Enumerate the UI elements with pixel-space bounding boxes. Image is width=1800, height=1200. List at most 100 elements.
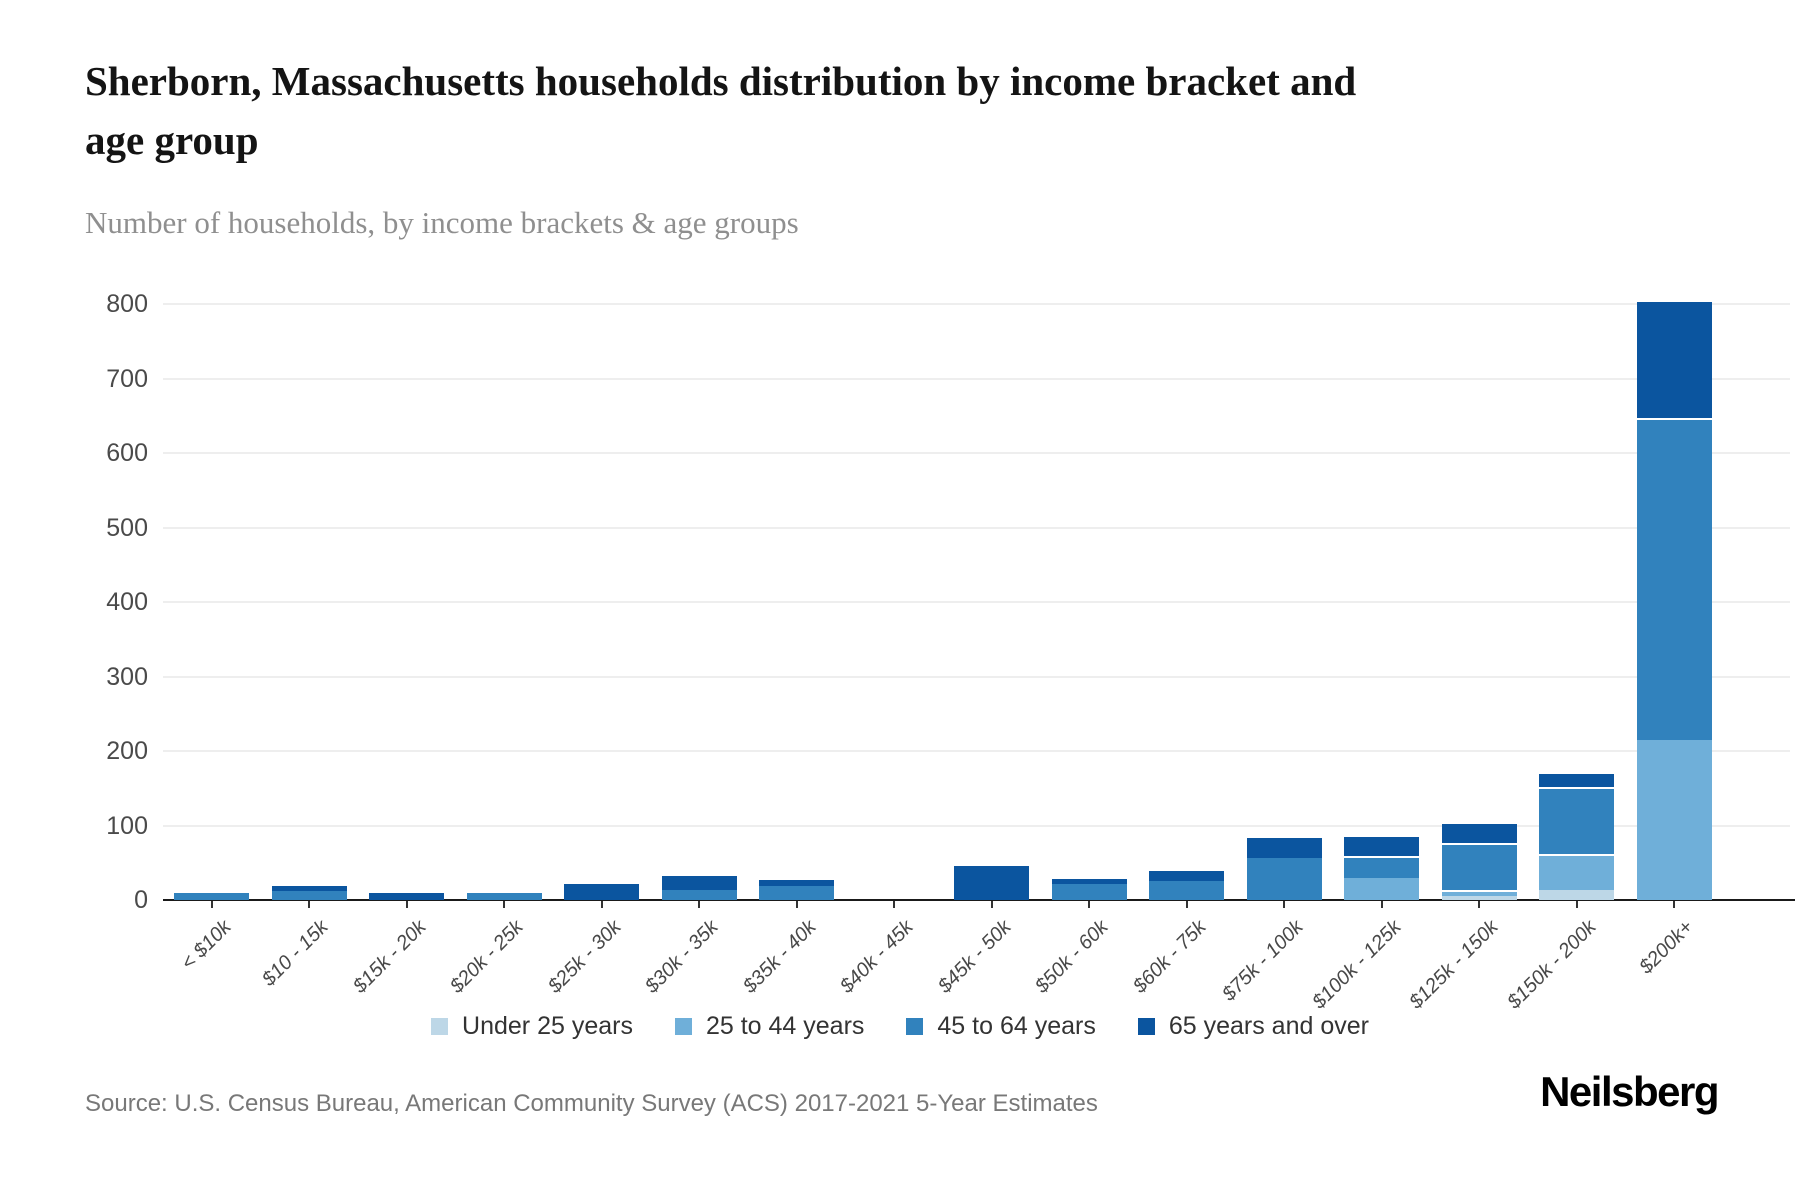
bar-segment — [759, 885, 835, 900]
x-axis-tick — [210, 901, 213, 908]
x-axis-category-label: $75k - 100k — [1218, 916, 1308, 1006]
bar-segment — [466, 893, 542, 900]
x-axis-tick — [1088, 901, 1091, 908]
bar-segment — [1539, 889, 1615, 900]
y-axis-tick-label: 0 — [134, 886, 148, 914]
brand-logo: Neilsberg — [1540, 1068, 1719, 1115]
gridline-200 — [163, 750, 1790, 752]
page-subtitle: Number of households, by income brackets… — [85, 205, 799, 240]
x-axis-category-label: $35k - 40k — [738, 916, 821, 998]
x-axis-tick — [1575, 901, 1578, 908]
gridline-400 — [163, 601, 1790, 603]
y-axis-tick-label: 500 — [106, 513, 148, 542]
legend-label: 45 to 64 years — [937, 1012, 1096, 1040]
bar-segment — [1051, 883, 1127, 900]
gridline-800 — [163, 303, 1790, 305]
legend-item: 25 to 44 years — [674, 1012, 865, 1041]
bar-segment — [271, 891, 347, 900]
legend-item: 65 years and over — [1137, 1012, 1369, 1041]
x-axis-tick — [1673, 901, 1676, 908]
gridline-500 — [163, 526, 1790, 529]
bar-segment — [1539, 853, 1615, 890]
bar-segment — [271, 883, 347, 892]
bar-segment — [1441, 843, 1517, 891]
bar-segment — [954, 865, 1030, 900]
bar-segment — [1344, 856, 1420, 878]
legend-item: 45 to 64 years — [906, 1012, 1096, 1041]
bar-segment — [661, 890, 737, 900]
legend-label: 25 to 44 years — [705, 1012, 865, 1040]
x-axis-category-label: $150k - 200k — [1502, 916, 1601, 1014]
legend-label: 65 years and over — [1168, 1012, 1369, 1040]
x-axis-tick — [1185, 901, 1188, 908]
y-axis-tick-label: 300 — [106, 662, 148, 691]
bar-segment — [1051, 876, 1127, 884]
bar-segment — [1636, 417, 1712, 740]
legend-swatch-icon — [1137, 1018, 1155, 1035]
x-axis-category-label: $25k - 30k — [543, 916, 626, 998]
bar-segment — [1636, 300, 1712, 418]
x-axis-category-label: $15k - 20k — [348, 916, 431, 998]
bar-segment — [369, 893, 445, 900]
bar-segment — [1636, 739, 1712, 900]
y-axis-tick-label: 800 — [106, 290, 148, 318]
x-axis-tick — [1478, 901, 1481, 908]
x-axis-tick — [405, 901, 408, 908]
bar-segment — [1344, 835, 1420, 857]
gridline-100 — [163, 824, 1790, 827]
x-axis-category-label: $125k - 150k — [1405, 916, 1503, 1014]
x-axis-tick — [503, 901, 506, 908]
x-axis-line — [163, 899, 1795, 901]
bar-segment — [661, 873, 737, 891]
x-axis-tick — [893, 901, 896, 908]
y-axis-tick-label: 200 — [106, 737, 148, 765]
x-axis-category-label: $100k - 125k — [1307, 916, 1406, 1014]
x-axis-category-label: $30k - 35k — [641, 916, 723, 998]
legend: Under 25 years 25 to 44 years 45 to 64 yea… — [90, 1012, 1710, 1041]
x-axis-tick — [308, 901, 311, 908]
gridline-600 — [163, 452, 1790, 454]
y-axis-tick-label: 100 — [106, 811, 148, 840]
bar-segment — [1539, 786, 1615, 854]
x-axis-tick — [795, 901, 798, 908]
x-axis-tick — [1380, 901, 1383, 908]
x-axis-tick — [600, 901, 603, 908]
bar-segment — [1539, 771, 1615, 787]
x-axis-tick — [1283, 901, 1286, 908]
gridline-700 — [163, 377, 1790, 380]
bar-segment — [564, 884, 640, 900]
legend-swatch-icon — [674, 1018, 692, 1035]
bar-segment — [1246, 835, 1322, 858]
x-axis-tick — [698, 901, 701, 908]
legend-label: Under 25 years — [462, 1012, 633, 1040]
gridline-300 — [163, 675, 1790, 678]
x-axis-category-label: $45k - 50k — [933, 916, 1016, 998]
x-axis-category-label: < $10k — [176, 916, 236, 975]
x-axis-category-label: $40k - 45k — [836, 916, 918, 998]
y-axis-tick-label: 600 — [106, 439, 148, 467]
legend-item: Under 25 years — [431, 1012, 633, 1041]
bar-segment — [1344, 877, 1420, 900]
bar-segment — [759, 877, 835, 886]
bar-segment — [1149, 869, 1225, 882]
bar-segment — [1441, 895, 1517, 900]
bar-segment — [1149, 881, 1225, 900]
bar-segment — [1246, 857, 1322, 900]
bar-segment — [1441, 890, 1517, 896]
y-axis-tick-label: 700 — [106, 364, 148, 393]
x-axis-category-label: $50k - 60k — [1031, 916, 1113, 998]
page-title: Sherborn, Massachusetts households distr… — [85, 58, 1357, 164]
bar-segment — [174, 892, 250, 900]
x-axis-category-label: $10 - 15k — [258, 916, 333, 991]
legend-swatch-icon — [431, 1018, 449, 1035]
bar-segment — [1441, 821, 1517, 844]
y-axis-tick-label: 400 — [106, 588, 148, 616]
x-axis-category-label: $60k - 75k — [1128, 916, 1211, 998]
x-axis-tick — [990, 901, 993, 908]
source-note: Source: U.S. Census Bureau, American Com… — [85, 1090, 1098, 1117]
x-axis-category-label: $20k - 25k — [446, 916, 528, 998]
legend-swatch-icon — [906, 1018, 924, 1035]
x-axis-category-label: $200k+ — [1635, 916, 1698, 979]
